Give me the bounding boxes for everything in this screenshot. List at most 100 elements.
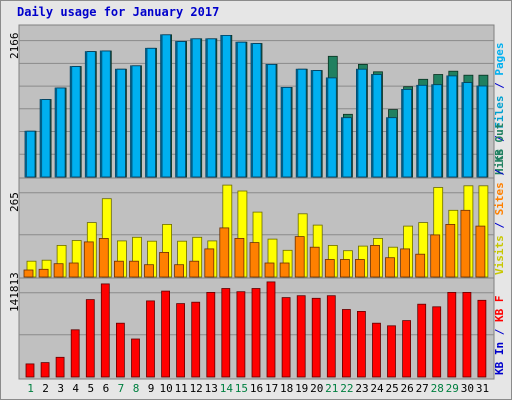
y-axis-max-label: 141813 — [8, 272, 21, 312]
sites-bar — [144, 264, 154, 278]
kb-bar — [176, 303, 186, 378]
kb-bar — [251, 288, 261, 378]
sites-bar — [370, 244, 380, 278]
sites-bar — [415, 253, 426, 278]
legend-label: / — [493, 215, 506, 235]
x-tick-label: 8 — [133, 382, 140, 395]
x-tick-label: 9 — [148, 382, 155, 395]
kb-bar — [85, 299, 95, 378]
kb-bar — [146, 300, 155, 378]
kb-bar — [447, 291, 457, 378]
sites-bar — [430, 234, 441, 278]
x-tick-label: 11 — [175, 382, 188, 395]
sites-bar — [68, 262, 79, 278]
kb-bar — [25, 363, 35, 378]
kb-bar — [387, 325, 396, 378]
kb-bar — [116, 322, 125, 378]
x-tick-label: 6 — [103, 382, 110, 395]
x-tick-label: 1 — [27, 382, 34, 395]
legend-panel3: KB In / KB F — [493, 296, 506, 376]
x-tick-label: 21 — [325, 382, 338, 395]
pages-bar-shade — [401, 89, 404, 177]
x-tick-label: 4 — [72, 382, 79, 395]
kb-bar — [131, 338, 140, 378]
sites-bar — [400, 248, 411, 278]
kb-bar — [221, 288, 231, 378]
sites-bar — [38, 268, 49, 278]
sites-bar — [98, 237, 109, 278]
sites-bar — [324, 259, 335, 278]
sites-bar — [53, 263, 64, 278]
legend-label: Visits — [493, 235, 506, 275]
pages-bar-shade — [220, 35, 223, 178]
x-tick-label: 19 — [295, 382, 308, 395]
legend-label: / — [493, 129, 506, 149]
sites-bar — [354, 259, 365, 278]
pages-bar-shade — [115, 69, 118, 177]
pages-bar-shade — [55, 88, 58, 177]
pages-bar-shade — [461, 82, 464, 177]
x-tick-label: 24 — [370, 382, 384, 395]
legend-label: KB F — [493, 296, 506, 323]
x-tick-label: 23 — [355, 382, 368, 395]
legend-label: / — [493, 162, 506, 182]
pages-bar-shade — [145, 48, 148, 177]
pages-bar-shade — [416, 85, 419, 177]
sites-bar — [445, 223, 456, 278]
kb-bar — [266, 281, 276, 378]
pages-bar-shade — [341, 117, 344, 177]
kb-bar — [326, 295, 336, 378]
sites-bar — [83, 241, 94, 278]
sites-bar — [159, 251, 170, 278]
kb-bar — [70, 329, 80, 378]
legend-label: KB Out — [493, 123, 506, 163]
pages-bar-shade — [266, 64, 268, 177]
x-tick-label: 3 — [57, 382, 64, 395]
kb-bar — [161, 290, 171, 378]
legend-panel1: Hits / Files / Pages — [493, 43, 506, 176]
pages-bar-shade — [130, 65, 133, 177]
sites-bar — [294, 236, 305, 278]
sites-bar — [385, 257, 395, 278]
kb-bar — [40, 362, 50, 378]
legend-label: / — [493, 76, 506, 96]
sites-bar — [475, 225, 486, 278]
x-tick-label: 10 — [159, 382, 172, 395]
sites-bar — [279, 262, 290, 278]
x-tick-label: 2 — [42, 382, 49, 395]
x-tick-label: 13 — [205, 382, 218, 395]
kb-bar — [417, 303, 427, 378]
kb-bar — [462, 291, 472, 378]
x-tick-label: 27 — [416, 382, 429, 395]
sites-bar — [249, 242, 260, 278]
x-tick-label: 15 — [235, 382, 248, 395]
chart-title: Daily usage for January 2017 — [17, 5, 220, 19]
sites-bar — [174, 264, 185, 278]
pages-bar-shade — [190, 38, 193, 177]
kb-bar — [55, 356, 65, 378]
pages-bar-shade — [281, 87, 284, 177]
sites-bar — [23, 269, 34, 278]
legend-label: KB In — [493, 342, 506, 375]
x-tick-label: 14 — [220, 382, 234, 395]
pages-bar-shade — [40, 99, 43, 177]
x-tick-label: 29 — [446, 382, 459, 395]
y-axis-max-label: 2166 — [8, 33, 21, 60]
pages-bar-shade — [311, 70, 314, 177]
pages-bar-shade — [356, 69, 359, 177]
sites-bar — [189, 260, 200, 278]
legend-label: Sites — [493, 182, 506, 215]
x-tick-label: 30 — [461, 382, 474, 395]
kb-bar — [432, 306, 442, 378]
pages-bar-shade — [205, 38, 208, 177]
pages-bar-shade — [160, 34, 163, 177]
kb-bar — [100, 283, 110, 378]
kb-bar — [311, 297, 321, 378]
x-tick-label: 16 — [250, 382, 263, 395]
x-tick-label: 31 — [476, 382, 489, 395]
pages-bar-shade — [296, 69, 299, 177]
pages-bar-shade — [476, 86, 479, 177]
x-tick-label: 5 — [87, 382, 94, 395]
x-tick-label: 18 — [280, 382, 293, 395]
pages-bar-shade — [85, 51, 88, 177]
